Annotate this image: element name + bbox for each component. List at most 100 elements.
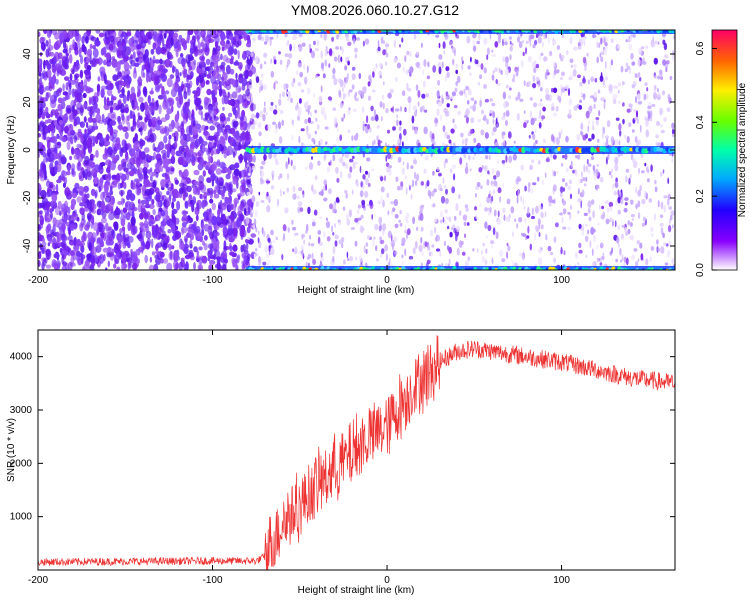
spectrogram-cell xyxy=(167,51,173,60)
spectrogram-cell xyxy=(61,136,67,143)
spectrogram-cell xyxy=(660,129,665,134)
spectrogram-cell xyxy=(608,218,614,223)
spectrogram-cell xyxy=(382,199,385,208)
spectrogram-cell xyxy=(306,100,309,108)
spectrogram-cell xyxy=(359,165,362,174)
spectrogram-cell xyxy=(382,49,386,56)
spectrogram-cell xyxy=(284,53,289,57)
spectrogram-cell xyxy=(517,177,522,182)
spectrogram-cell xyxy=(116,250,120,261)
spectrogram-cell xyxy=(200,143,203,151)
spectrogram-cell xyxy=(392,126,396,131)
spectrogram-cell xyxy=(620,233,625,240)
spectrogram-cell xyxy=(214,185,219,193)
spectrogram-cell xyxy=(413,159,418,165)
spectrogram-cell xyxy=(146,238,151,247)
spectrogram-cell xyxy=(662,59,667,66)
spectrogram-cell xyxy=(174,79,179,87)
spectrogram-cell xyxy=(162,258,169,264)
spectrogram-cell xyxy=(448,258,451,266)
spectrogram-cell xyxy=(51,192,58,203)
spectrogram-cell xyxy=(663,204,666,213)
spectrogram-cell xyxy=(139,230,143,239)
spectrogram-feature-cell xyxy=(500,30,505,34)
spectrogram-cell xyxy=(132,227,136,234)
spectrogram-cell xyxy=(213,231,220,237)
spectrogram-cell xyxy=(346,37,349,42)
spectrogram-cell xyxy=(214,79,221,85)
spectrogram-cell xyxy=(552,184,557,192)
spectrogram-cell xyxy=(440,210,444,218)
spectrogram-cell xyxy=(362,86,367,94)
spectrogram-cell xyxy=(206,208,210,217)
spectrogram-cell xyxy=(457,110,462,116)
spectrogram-cell xyxy=(451,186,456,194)
spectrogram-cell xyxy=(117,50,124,56)
spectrogram-cell xyxy=(245,239,249,243)
spectrogram-cell xyxy=(434,123,438,127)
spectrogram-cell xyxy=(469,168,472,172)
spectrogram-feature-cell xyxy=(641,148,646,154)
spectrogram-cell xyxy=(46,118,53,124)
spectrogram-cell xyxy=(373,109,376,117)
spectrogram-cell xyxy=(487,211,492,216)
spectrogram-cell xyxy=(38,133,41,138)
spectrogram-cell xyxy=(102,46,107,55)
spectrogram-cell xyxy=(147,155,152,161)
spectrogram-cell xyxy=(99,230,105,237)
spectrogram-cell xyxy=(553,236,557,243)
spectrogram-cell xyxy=(380,176,384,182)
spectrogram-cell xyxy=(373,139,376,145)
spectrogram-cell xyxy=(152,180,157,189)
spectrogram-cell xyxy=(105,238,112,246)
spectrogram-cell xyxy=(298,44,303,52)
spectrogram-cell xyxy=(66,190,73,195)
spectrogram-cell xyxy=(258,230,260,235)
spectrogram-cell xyxy=(535,76,540,82)
spectrogram-cell xyxy=(285,83,289,89)
spectrogram-cell xyxy=(212,161,218,171)
spectrogram-cell xyxy=(472,156,475,161)
spectrogram-cell xyxy=(110,83,113,89)
spectrogram-cell xyxy=(72,110,77,121)
spectrogram-cell xyxy=(45,106,49,114)
spectrogram-cell xyxy=(396,114,398,119)
spectrogram-cell xyxy=(292,32,297,41)
spectrogram-cell xyxy=(87,231,94,241)
spectrogram-cell xyxy=(545,158,550,163)
spectrogram-cell xyxy=(553,257,556,264)
spectrogram-cell xyxy=(182,62,186,71)
spectrogram-cell xyxy=(528,182,531,188)
spectrogram-cell xyxy=(645,129,650,138)
spectrogram-feature-cell xyxy=(434,147,439,154)
spectrogram-cell xyxy=(512,260,515,268)
spectrogram-cell xyxy=(637,212,641,220)
spectrogram-cell xyxy=(100,88,105,98)
spectrogram-cell xyxy=(404,248,407,256)
spectrogram-cell xyxy=(602,78,605,86)
spectrogram-cell xyxy=(164,198,168,208)
spectrogram-cell xyxy=(562,200,567,206)
spectrogram-cell xyxy=(399,222,403,227)
spectrogram-cell xyxy=(282,224,287,232)
spectrogram-cell xyxy=(608,201,614,208)
spectrogram-cell xyxy=(103,73,107,84)
spectrogram-feature-cell xyxy=(623,146,628,153)
spectrogram-cell xyxy=(207,65,214,75)
spectrogram-feature-cell xyxy=(305,30,310,34)
spectrogram-cell xyxy=(644,116,648,121)
spectrogram-cell xyxy=(208,169,212,175)
spectrogram-cell xyxy=(578,242,582,249)
spectrogram-cell xyxy=(344,190,348,194)
spectrogram-cell xyxy=(577,74,581,79)
spectrogram-cell xyxy=(593,91,598,98)
spectrogram-cell xyxy=(402,141,404,148)
spectrogram-cell xyxy=(143,219,149,229)
spectrogram-cell xyxy=(127,156,130,163)
spectrogram-y-label: Frequency (Hz) xyxy=(6,116,17,185)
spectrogram-cell xyxy=(345,192,348,199)
spectrogram-cell xyxy=(235,35,239,42)
spectrogram-cell xyxy=(487,170,490,175)
spectrogram-cell xyxy=(224,258,229,264)
spectrogram-cell xyxy=(560,246,563,255)
